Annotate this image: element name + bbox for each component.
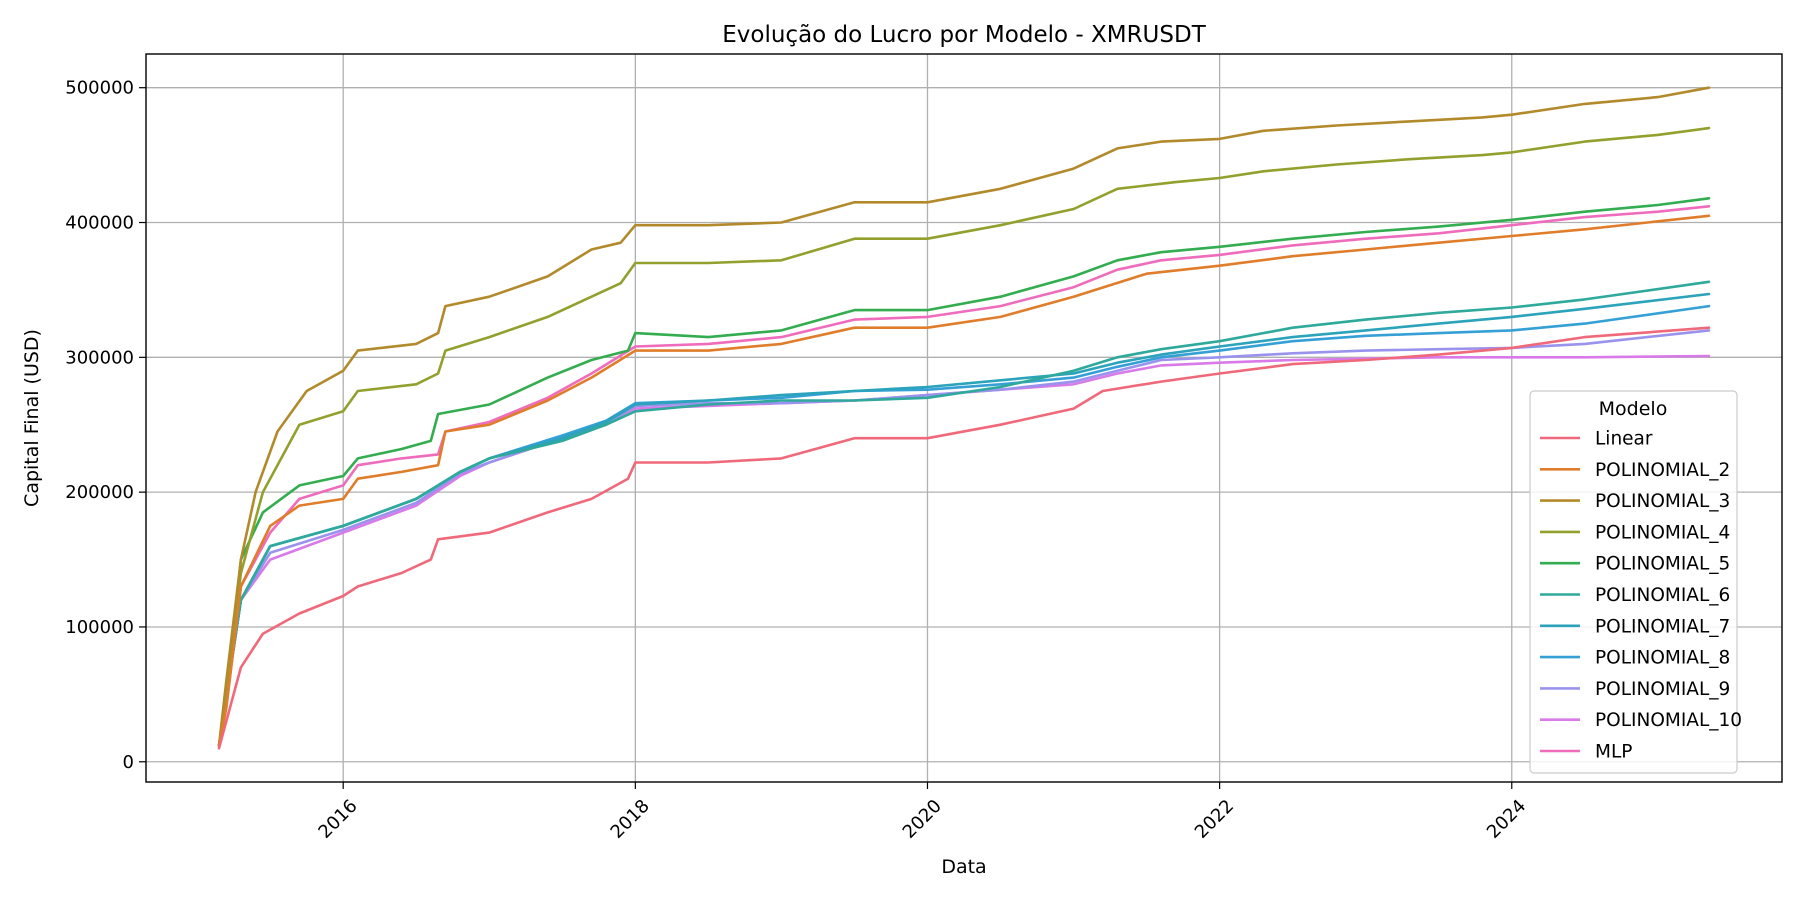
grid-lines	[146, 54, 1782, 782]
series-line-polinomial-2	[217, 214, 1711, 747]
legend-title: Modelo	[1599, 398, 1668, 420]
legend: Modelo Linear POLINOMIAL_2 POLINOMIAL_3 POL…	[1529, 390, 1742, 774]
series-line-polinomial-3	[217, 86, 1711, 747]
series-line-mlp	[217, 205, 1711, 747]
y-axis: 0 100000 200000 300000 400000 500000	[65, 78, 146, 773]
legend-label: POLINOMIAL_6	[1595, 585, 1730, 606]
legend-items: Linear POLINOMIAL_2 POLINOMIAL_3 POLINOMIAL…	[1540, 429, 1742, 763]
legend-label: Linear	[1595, 429, 1653, 450]
legend-label: POLINOMIAL_7	[1595, 616, 1730, 637]
y-tick-label: 300000	[65, 347, 134, 368]
y-tick-label: 200000	[65, 482, 134, 503]
legend-label: POLINOMIAL_4	[1595, 522, 1730, 543]
legend-label: POLINOMIAL_8	[1595, 648, 1730, 669]
y-tick-label: 400000	[65, 213, 134, 234]
series-line-linear	[217, 326, 1711, 750]
x-axis-title: Data	[941, 856, 986, 878]
y-tick-label: 500000	[65, 78, 134, 99]
legend-label: POLINOMIAL_9	[1595, 679, 1730, 700]
series-line-polinomial-5	[217, 197, 1711, 747]
y-tick-label: 0	[123, 752, 134, 773]
y-axis-title: Capital Final (USD)	[21, 329, 43, 507]
legend-label: POLINOMIAL_3	[1595, 491, 1730, 512]
chart-title: Evolução do Lucro por Modelo - XMRUSDT	[722, 22, 1206, 48]
y-tick-label: 100000	[65, 617, 134, 638]
series-layer	[217, 86, 1711, 750]
series-line-polinomial-6	[217, 280, 1711, 747]
plot-frame	[145, 53, 1783, 783]
legend-label: MLP	[1595, 742, 1632, 763]
legend-label: POLINOMIAL_5	[1595, 554, 1730, 575]
series-line-polinomial-4	[217, 126, 1711, 747]
legend-label: POLINOMIAL_10	[1595, 710, 1742, 731]
legend-box	[1529, 390, 1738, 774]
legend-label: POLINOMIAL_2	[1595, 460, 1730, 481]
